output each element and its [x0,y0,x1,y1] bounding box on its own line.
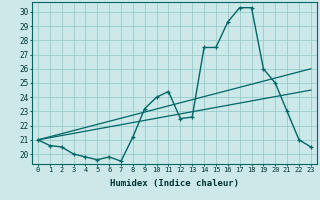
X-axis label: Humidex (Indice chaleur): Humidex (Indice chaleur) [110,179,239,188]
